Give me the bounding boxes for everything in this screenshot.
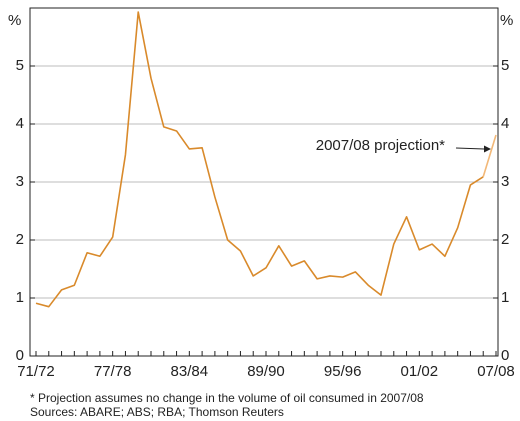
arrow (455, 147, 485, 150)
annotation: 2007/08 projection* (316, 137, 445, 154)
plot-frame (29, 7, 499, 357)
x-tick-label: 01/02 (401, 363, 439, 380)
line (35, 11, 484, 308)
y2-tick-label: 3 (501, 173, 509, 190)
y-tick-label: 0 (16, 347, 24, 364)
y2-tick-label: 4 (501, 115, 509, 132)
x-tick-label: 89/90 (247, 363, 285, 380)
footnote: Sources: ABARE; ABS; RBA; Thomson Reuter… (30, 405, 284, 419)
projection-line (482, 134, 497, 178)
y-tick-label: 4 (16, 115, 24, 132)
y2-tick-label: 0 (501, 347, 509, 364)
y-tick-label: 2 (16, 231, 24, 248)
y-tick-label: 5 (16, 57, 24, 74)
y2-tick-label: 2 (501, 231, 509, 248)
x-tick-label: 77/78 (94, 363, 132, 380)
x-tick-label: 83/84 (171, 363, 209, 380)
y2-axis-label: % (500, 12, 513, 29)
y-tick-label: 1 (16, 289, 24, 306)
y-axis-label: % (8, 12, 21, 29)
x-tick-label: 95/96 (324, 363, 362, 380)
y-tick-label: 3 (16, 173, 24, 190)
y2-tick-label: 5 (501, 57, 509, 74)
arrow-head (484, 145, 491, 153)
x-tick-label: 07/08 (477, 363, 515, 380)
x-tick-label: 71/72 (17, 363, 55, 380)
footnote: * Projection assumes no change in the vo… (30, 391, 424, 405)
y2-tick-label: 1 (501, 289, 509, 306)
